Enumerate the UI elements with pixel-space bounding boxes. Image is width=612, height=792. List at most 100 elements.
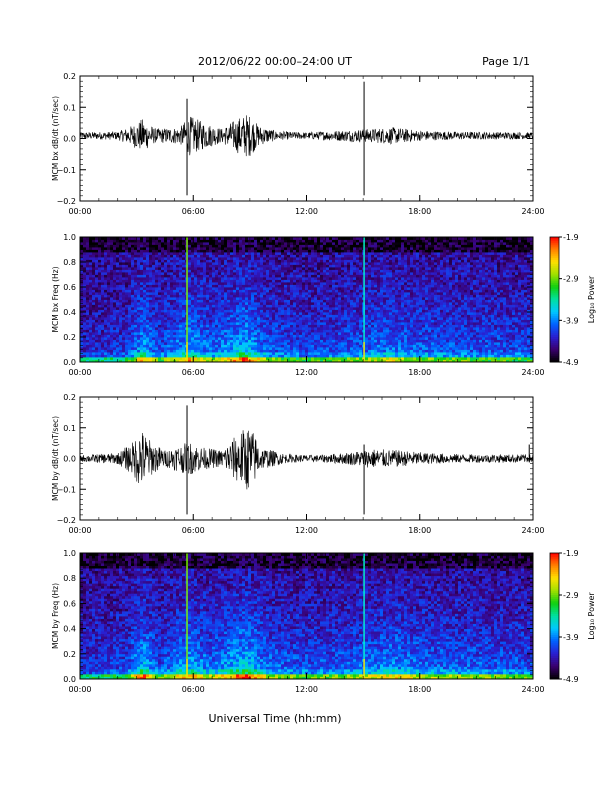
spectrogram-cell — [245, 264, 249, 268]
spectrogram-cell — [188, 254, 192, 258]
spectrogram-cell — [149, 322, 153, 325]
spectrogram-cell — [299, 239, 303, 243]
spectrogram-cell — [95, 337, 99, 340]
spectrogram-cell — [206, 252, 210, 255]
spectrogram-cell — [116, 244, 120, 248]
spectrogram-cell — [245, 304, 249, 308]
spectrogram-cell — [311, 359, 315, 363]
spectrogram-cell — [143, 357, 147, 360]
spectrogram-cell — [323, 302, 327, 305]
spectrogram-cell — [368, 262, 372, 265]
spectrogram-cell — [359, 254, 363, 258]
spectrogram-cell — [296, 284, 300, 288]
spectrogram-cell — [131, 247, 135, 250]
spectrogram-cell — [311, 272, 315, 275]
spectrogram-cell — [293, 297, 297, 300]
spectrogram-cell — [143, 309, 147, 313]
spectrogram-cell — [110, 254, 114, 258]
spectrogram-cell — [101, 267, 105, 270]
spectrogram-cell — [251, 337, 255, 340]
spectrogram-cell — [314, 304, 318, 308]
spectrogram-cell — [287, 337, 291, 340]
spectrogram-cell — [236, 309, 240, 313]
spectrogram-cell — [275, 314, 279, 318]
spectrogram-cell — [161, 357, 165, 360]
spectrogram-cell — [233, 357, 237, 360]
spectrogram-cell — [227, 304, 231, 308]
spectrogram-cell — [296, 289, 300, 293]
page-number: Page 1/1 — [482, 55, 530, 68]
spectrogram-cell — [176, 252, 180, 255]
spectrogram-cell — [80, 269, 84, 273]
spectrogram-cell — [245, 352, 249, 355]
spectrogram-cell — [254, 264, 258, 268]
spectrogram-cell — [287, 284, 291, 288]
spectrogram-cell — [131, 354, 135, 358]
spectrogram-cell — [308, 267, 312, 270]
spectrogram-cell — [107, 269, 111, 273]
spectrogram-cell — [323, 319, 327, 323]
spectrogram-cell — [311, 247, 315, 250]
spectrogram-cell — [233, 347, 237, 350]
spectrogram-cell — [110, 349, 114, 353]
spectrogram-cell — [293, 322, 297, 325]
spectrogram-cell — [287, 244, 291, 248]
spectrogram-cell — [359, 322, 363, 325]
spectrogram-cell — [266, 359, 270, 363]
spectrogram-cell — [86, 294, 90, 298]
spectrogram-cell — [173, 297, 177, 300]
spectrogram-cell — [161, 337, 165, 340]
spectrogram-cell — [233, 272, 237, 275]
spectrogram-cell — [161, 284, 165, 288]
spectrogram-cell — [281, 352, 285, 355]
spectrogram-cell — [209, 249, 213, 253]
spectrogram-cell — [107, 354, 111, 358]
spectrogram-cell — [239, 294, 243, 298]
spectrogram-cell — [173, 309, 177, 313]
spectrogram-cell — [260, 297, 264, 300]
spectrogram-cell — [140, 309, 144, 313]
spectrogram-cell — [287, 239, 291, 243]
spectrogram-cell — [152, 319, 156, 323]
spectrogram-cell — [311, 259, 315, 263]
spectrogram-cell — [323, 289, 327, 293]
spectrogram-cell — [326, 302, 330, 305]
spectrogram-cell — [260, 359, 264, 363]
spectrogram-cell — [260, 267, 264, 270]
spectrogram-cell — [299, 322, 303, 325]
spectrogram-cell — [233, 279, 237, 283]
spectrogram-cell — [323, 242, 327, 245]
spectrogram-cell — [131, 339, 135, 343]
spectrogram-cell — [212, 344, 216, 348]
spectrogram-cell — [338, 344, 342, 348]
spectrogram-cell — [104, 314, 108, 318]
spectrogram-cell — [260, 237, 264, 240]
spectrogram-cell — [299, 297, 303, 300]
spectrogram-cell — [269, 302, 273, 305]
spectrogram-cell — [155, 259, 159, 263]
spectrogram-cell — [278, 329, 282, 333]
spectrogram-cell — [242, 334, 246, 338]
spectrogram-cell — [89, 289, 93, 293]
spectrogram-cell — [341, 244, 345, 248]
spectrogram-cell — [308, 289, 312, 293]
spectrogram-cell — [356, 309, 360, 313]
spectrogram-cell — [167, 249, 171, 253]
spectrogram-cell — [116, 239, 120, 243]
spectrogram-cell — [266, 244, 270, 248]
spectrogram-cell — [158, 302, 162, 305]
spectrogram-cell — [332, 354, 336, 358]
spectrogram-cell — [281, 239, 285, 243]
spectrogram-cell — [278, 249, 282, 253]
spectrogram-cell — [326, 337, 330, 340]
spectrogram-cell — [182, 304, 186, 308]
spectrogram-cell — [323, 272, 327, 275]
spectrogram-cell — [212, 287, 216, 290]
spectrogram-cell — [287, 347, 291, 350]
spectrogram-cell — [158, 254, 162, 258]
spectrogram-cell — [155, 322, 159, 325]
spectrogram-cell — [365, 272, 369, 275]
spectrogram-cell — [92, 262, 96, 265]
spectrogram-cell — [218, 314, 222, 318]
spectrogram-cell — [257, 337, 261, 340]
